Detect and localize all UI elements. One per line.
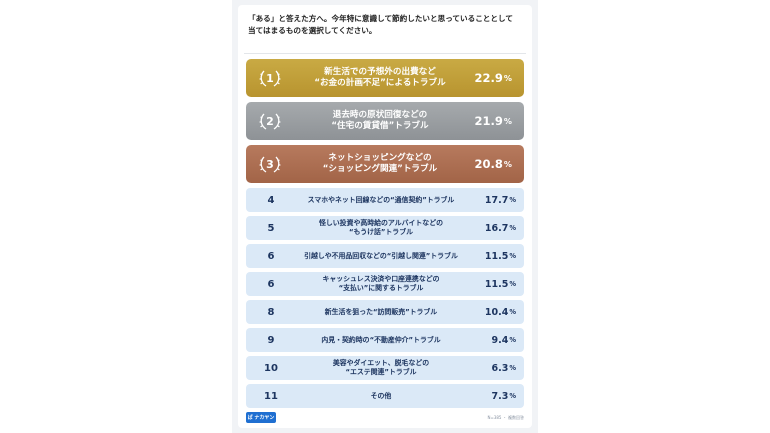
ranking-value-number: 22.9 — [474, 71, 503, 85]
ranking-number: 11 — [264, 390, 278, 402]
laurel-medal-icon: 3 — [259, 156, 281, 173]
ranking-value: 20.8% — [475, 145, 512, 183]
ranking-number: 10 — [264, 362, 278, 374]
percent-unit: % — [509, 364, 516, 372]
ranking-value: 7.3% — [492, 384, 517, 408]
ranking-value-number: 21.9 — [474, 114, 503, 128]
ranking-label-line-1: 内見・契約時の“不動産仲介”トラブル — [321, 335, 441, 344]
brand-logo: ぱ ナカヤン — [246, 412, 276, 423]
percent-unit: % — [509, 392, 516, 400]
survey-card: 「ある」と答えた方へ。今年特に意識して節約したいと思っていることとして 当てはま… — [232, 0, 538, 433]
ranking-value-number: 20.8 — [474, 157, 503, 171]
divider — [244, 53, 526, 54]
survey-panel: 「ある」と答えた方へ。今年特に意識して節約したいと思っていることとして 当てはま… — [238, 5, 532, 428]
ranking-row-6b: 6 キャッシュレス決済や口座連携などの “支払い”に関するトラブル 11.5% — [246, 272, 524, 296]
ranking-label-line-1: 退去時の原状回復などの — [332, 109, 428, 120]
ranking-value: 22.9% — [475, 59, 512, 97]
ranking-label: ネットショッピングなどの “ショッピング関連”トラブル — [290, 145, 470, 183]
ranking-label-line-1: 怪しい投資や高時給のアルバイトなどの — [319, 219, 443, 227]
ranking-label: 内見・契約時の“不動産仲介”トラブル — [290, 328, 472, 352]
ranking-label-line-1: 新生活を狙った“訪問販売”トラブル — [324, 307, 438, 316]
ranking-label-line-2: “お金の計画不足”によるトラブル — [314, 78, 446, 88]
ranking-label: 新生活を狙った“訪問販売”トラブル — [290, 300, 472, 324]
question-line-2: 当てはまるものを選択してください。 — [248, 26, 377, 35]
ranking-value: 11.5% — [485, 272, 516, 296]
ranking-row-2: 2 退去時の原状回復などの “住宅の賃貸借”トラブル 21.9% — [246, 102, 524, 140]
ranking-row-10: 10 美容やダイエット、脱毛などの “エステ関連”トラブル 6.3% — [246, 356, 524, 380]
ranking-value: 17.7% — [485, 188, 516, 212]
ranking-label-line-2: “エステ関連”トラブル — [345, 368, 417, 376]
ranking-number: 8 — [267, 306, 275, 318]
ranking-label-line-2: “住宅の賃貸借”トラブル — [331, 121, 429, 131]
question-text: 「ある」と答えた方へ。今年特に意識して節約したいと思っていることとして 当てはま… — [248, 13, 528, 37]
percent-unit: % — [509, 280, 516, 288]
percent-unit: % — [503, 116, 512, 126]
ranking-number: 6 — [267, 250, 275, 262]
source-note: N=385 ・ 複数回答 — [487, 415, 524, 420]
medal-rank: 1 — [266, 72, 274, 85]
ranking-number: 5 — [267, 222, 275, 234]
percent-unit: % — [509, 308, 516, 316]
medal-rank: 2 — [266, 115, 274, 128]
ranking-label: 怪しい投資や高時給のアルバイトなどの “もうけ話”トラブル — [290, 216, 472, 240]
ranking-label-line-1: ネットショッピングなどの — [328, 152, 432, 163]
ranking-label: キャッシュレス決済や口座連携などの “支払い”に関するトラブル — [290, 272, 472, 296]
medal-rank: 3 — [266, 158, 274, 171]
ranking-label: 新生活での予想外の出費など “お金の計画不足”によるトラブル — [290, 59, 470, 97]
ranking-row-6a: 6 引越しや不用品回収などの“引越し関連”トラブル 11.5% — [246, 244, 524, 268]
ranking-value-number: 16.7 — [484, 222, 509, 234]
ranking-number: 4 — [267, 194, 275, 206]
ranking-label-line-2: “支払い”に関するトラブル — [338, 284, 424, 292]
ranking-value-number: 10.4 — [484, 306, 509, 318]
ranking-label-line-1: キャッシュレス決済や口座連携などの — [322, 275, 440, 283]
percent-unit: % — [509, 336, 516, 344]
ranking-value: 9.4% — [492, 328, 517, 352]
ranking-value: 21.9% — [475, 102, 512, 140]
ranking-row-1: 1 新生活での予想外の出費など “お金の計画不足”によるトラブル 22.9% — [246, 59, 524, 97]
ranking-value: 10.4% — [485, 300, 516, 324]
ranking-value-number: 11.5 — [484, 278, 509, 290]
ranking-value-number: 9.4 — [491, 334, 509, 346]
ranking-row-9: 9 内見・契約時の“不動産仲介”トラブル 9.4% — [246, 328, 524, 352]
ranking-label-line-1: スマホやネット回線などの“通信契約”トラブル — [307, 195, 455, 204]
ranking-value: 11.5% — [485, 244, 516, 268]
percent-unit: % — [509, 224, 516, 232]
ranking-value-number: 17.7 — [484, 194, 509, 206]
ranking-label: 退去時の原状回復などの “住宅の賃貸借”トラブル — [290, 102, 470, 140]
ranking-row-4: 4 スマホやネット回線などの“通信契約”トラブル 17.7% — [246, 188, 524, 212]
ranking-value-number: 7.3 — [491, 390, 509, 402]
laurel-medal-icon: 1 — [259, 70, 281, 87]
ranking-row-8: 8 新生活を狙った“訪問販売”トラブル 10.4% — [246, 300, 524, 324]
ranking-label-line-2: “もうけ話”トラブル — [349, 228, 413, 236]
laurel-medal-icon: 2 — [259, 113, 281, 130]
ranking-label: 美容やダイエット、脱毛などの “エステ関連”トラブル — [290, 356, 472, 380]
ranking-value: 16.7% — [485, 216, 516, 240]
ranking-value: 6.3% — [492, 356, 517, 380]
ranking-label-line-2: “ショッピング関連”トラブル — [322, 164, 438, 174]
ranking-value-number: 11.5 — [484, 250, 509, 262]
ranking-label: その他 — [290, 384, 472, 408]
ranking-label-line-1: 新生活での予想外の出費など — [324, 66, 436, 77]
percent-unit: % — [503, 159, 512, 169]
ranking-label-line-1: その他 — [370, 391, 392, 400]
percent-unit: % — [509, 196, 516, 204]
ranking-label: スマホやネット回線などの“通信契約”トラブル — [290, 188, 472, 212]
question-line-1: 「ある」と答えた方へ。今年特に意識して節約したいと思っていることとして — [248, 14, 513, 23]
ranking-label: 引越しや不用品回収などの“引越し関連”トラブル — [290, 244, 472, 268]
ranking-value-number: 6.3 — [491, 362, 509, 374]
ranking-number: 9 — [267, 334, 275, 346]
percent-unit: % — [503, 73, 512, 83]
ranking-label-line-1: 引越しや不用品回収などの“引越し関連”トラブル — [304, 251, 458, 260]
ranking-row-11: 11 その他 7.3% — [246, 384, 524, 408]
ranking-row-5: 5 怪しい投資や高時給のアルバイトなどの “もうけ話”トラブル 16.7% — [246, 216, 524, 240]
ranking-number: 6 — [267, 278, 275, 290]
percent-unit: % — [509, 252, 516, 260]
ranking-row-3: 3 ネットショッピングなどの “ショッピング関連”トラブル 20.8% — [246, 145, 524, 183]
ranking-label-line-1: 美容やダイエット、脱毛などの — [332, 359, 430, 367]
